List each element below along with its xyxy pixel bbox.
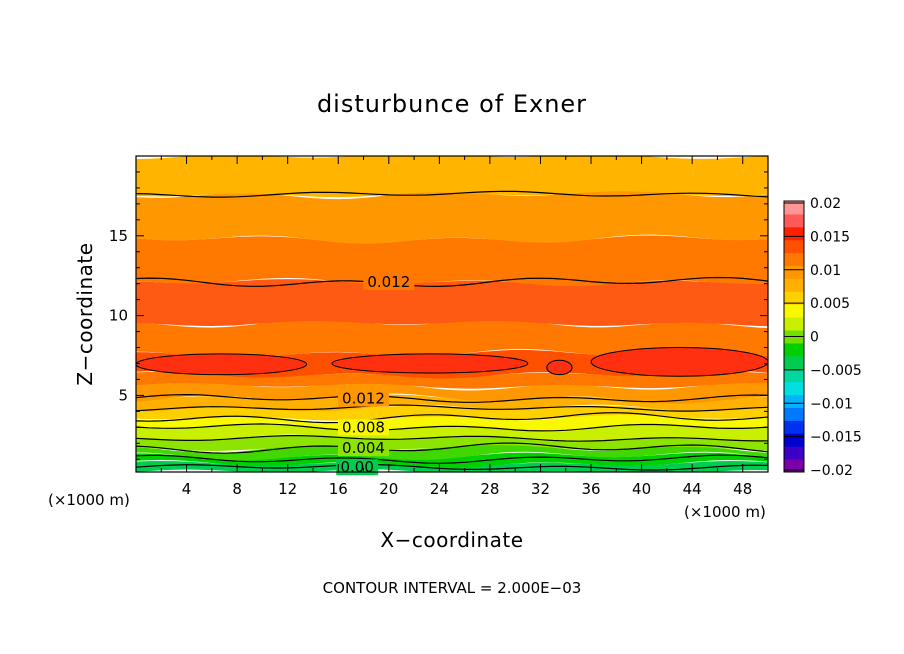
contour-line	[136, 442, 768, 454]
contour-label-bg	[338, 419, 390, 436]
contour-label: 0.00	[340, 458, 373, 476]
colorbar-swatch	[784, 368, 804, 383]
contour-label: 0.004	[342, 439, 385, 457]
y-tick-label: 10	[109, 307, 128, 325]
y-tick-label: 5	[118, 386, 128, 404]
x-tick-label: 8	[232, 480, 242, 498]
contour-band	[136, 189, 768, 244]
contour-interval: CONTOUR INTERVAL = 2.000E−03	[323, 579, 582, 597]
colorbar-swatch	[784, 226, 804, 241]
contour-line	[136, 190, 768, 198]
contour-band	[136, 394, 768, 412]
contour-line	[136, 393, 768, 403]
colorbar-label: −0.015	[810, 430, 862, 446]
x-tick-label: 24	[430, 480, 449, 498]
colorbar-swatch	[784, 291, 804, 305]
y-ticks: 5 10 15	[109, 171, 768, 460]
colorbar-label: 0.02	[810, 196, 841, 212]
colorbar-swatch	[784, 252, 804, 267]
y-axis-label: Z−coordinate	[73, 242, 97, 385]
contour-line	[136, 423, 768, 432]
colorbar-label: 0	[810, 330, 819, 346]
contour-label-bg	[338, 440, 390, 457]
y-tick-label: 15	[109, 227, 128, 245]
contour-band	[136, 412, 768, 432]
x-tick-label: 48	[733, 480, 752, 498]
contour-line	[136, 435, 768, 442]
contour-blob	[331, 353, 529, 374]
colorbar-label: −0.01	[810, 396, 853, 412]
colorbar-label: 0.005	[810, 296, 850, 312]
contour-band	[136, 156, 768, 198]
contour-label: 0.012	[342, 390, 385, 408]
contour-lines	[136, 190, 768, 471]
colorbar-swatch	[784, 213, 804, 228]
x-ticks: 4 8 12 16 20 24 28 32 36 40 44 48	[160, 156, 752, 498]
contour-field	[136, 156, 768, 472]
x-axis-label: X−coordinate	[380, 528, 523, 552]
x-tick-label: 20	[379, 480, 398, 498]
contour-band	[136, 380, 768, 404]
colorbar-swatch	[784, 317, 804, 331]
colorbar-swatch	[784, 407, 804, 421]
colorbar-swatch	[784, 304, 804, 318]
contour-blob	[136, 353, 308, 376]
colorbar-swatch	[784, 459, 804, 473]
x-tick-label: 32	[531, 480, 550, 498]
contour-line	[136, 454, 768, 464]
contour-line	[136, 412, 768, 424]
contour-band	[136, 235, 768, 287]
contour-label-bg	[363, 274, 415, 291]
colorbar-swatch	[784, 201, 804, 215]
colorbar: 0.02 0.015 0.01 0.005 0 −0.005 −0.01 −0.015 −0.0…	[783, 196, 862, 479]
contour-band	[136, 405, 768, 421]
x-unit-label-right: (×1000 m)	[684, 503, 766, 521]
contour-line	[136, 464, 768, 471]
contour-blob	[590, 347, 768, 377]
colorbar-swatch	[784, 342, 804, 357]
x-tick-label: 4	[182, 480, 192, 498]
colorbar-swatch	[784, 239, 804, 254]
colorbar-label: 0.015	[810, 229, 850, 245]
contour-label-bg	[338, 390, 390, 407]
colorbar-swatch	[784, 394, 804, 408]
contour-band	[136, 319, 768, 359]
colorbar-label: −0.005	[810, 363, 862, 379]
colorbar-swatch	[784, 420, 804, 434]
x-tick-label: 12	[278, 480, 297, 498]
colorbar-swatch	[784, 381, 804, 396]
x-tick-label: 44	[683, 480, 702, 498]
plot-frame	[135, 155, 769, 473]
contour-band	[136, 423, 768, 443]
contour-label-bg	[336, 459, 379, 476]
contour-band	[136, 435, 768, 451]
colorbar-label: −0.02	[810, 463, 853, 479]
contour-label: 0.012	[367, 273, 410, 291]
contour-band	[136, 452, 768, 469]
x-tick-label: 28	[480, 480, 499, 498]
contour-band	[136, 461, 768, 472]
contour-line	[136, 276, 768, 288]
contour-label: 0.008	[342, 418, 385, 436]
x-tick-label: 40	[632, 480, 651, 498]
colorbar-swatch	[784, 278, 804, 292]
colorbar-label: 0.01	[810, 263, 841, 279]
x-tick-label: 16	[329, 480, 348, 498]
contour-band	[136, 279, 768, 327]
contour-blob	[546, 359, 573, 376]
x-unit-label-left: (×1000 m)	[48, 491, 130, 509]
chart-title: disturbunce of Exner	[317, 90, 587, 118]
colorbar-swatch	[784, 446, 804, 460]
colorbar-swatch	[784, 433, 804, 447]
contour-line	[136, 404, 768, 412]
x-tick-label: 36	[581, 480, 600, 498]
colorbar-swatch	[784, 265, 804, 279]
colorbar-swatch	[784, 355, 804, 370]
